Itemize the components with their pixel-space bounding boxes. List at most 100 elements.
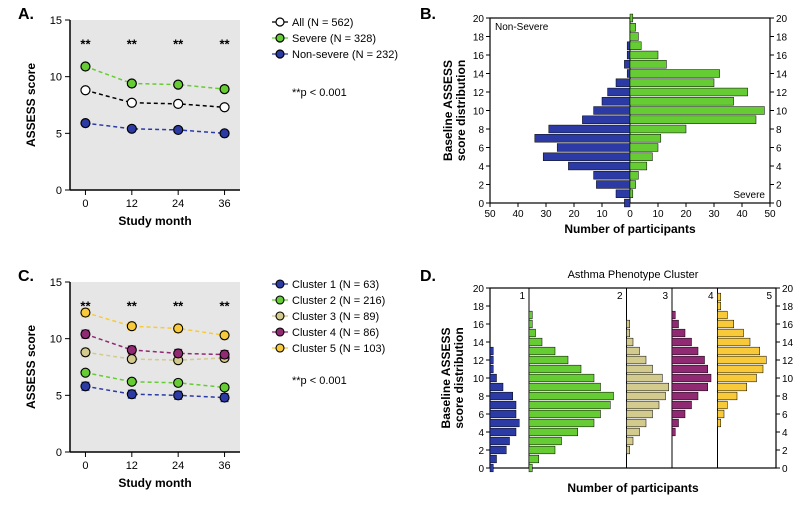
svg-text:5: 5 [56, 390, 62, 402]
svg-text:8: 8 [776, 125, 782, 136]
svg-text:Study month: Study month [118, 214, 191, 228]
svg-text:20: 20 [776, 14, 788, 25]
svg-text:0: 0 [478, 464, 484, 475]
svg-text:14: 14 [473, 70, 485, 81]
svg-text:0: 0 [776, 199, 782, 210]
svg-text:12: 12 [473, 88, 485, 99]
svg-text:2: 2 [776, 181, 782, 192]
svg-text:Cluster 2 (N = 216): Cluster 2 (N = 216) [292, 295, 385, 307]
svg-text:12: 12 [126, 460, 138, 472]
svg-text:24: 24 [172, 198, 184, 210]
svg-text:Severe: Severe [733, 190, 765, 201]
svg-text:20: 20 [473, 14, 485, 25]
svg-text:2: 2 [478, 446, 484, 457]
svg-text:**: ** [127, 299, 138, 314]
svg-text:8: 8 [478, 125, 484, 136]
svg-text:All (N = 562): All (N = 562) [292, 17, 353, 29]
svg-text:Cluster 3 (N = 89): Cluster 3 (N = 89) [292, 311, 379, 323]
svg-text:**p < 0.001: **p < 0.001 [292, 375, 347, 387]
svg-text:3: 3 [662, 291, 668, 302]
svg-text:20: 20 [473, 284, 485, 295]
svg-text:12: 12 [782, 356, 793, 367]
svg-text:2: 2 [478, 181, 484, 192]
svg-text:6: 6 [478, 410, 484, 421]
svg-text:16: 16 [782, 320, 793, 331]
svg-text:12: 12 [776, 88, 788, 99]
svg-text:50: 50 [764, 209, 776, 220]
svg-text:Baseline ASSESS: Baseline ASSESS [439, 328, 453, 429]
svg-text:Baseline ASSESS: Baseline ASSESS [441, 60, 455, 161]
svg-text:50: 50 [484, 209, 496, 220]
svg-text:**: ** [127, 37, 138, 52]
svg-text:**: ** [80, 299, 91, 314]
svg-text:40: 40 [512, 209, 524, 220]
svg-text:score distribution: score distribution [454, 60, 468, 161]
svg-text:18: 18 [776, 33, 788, 44]
svg-text:4: 4 [478, 428, 484, 439]
svg-text:16: 16 [473, 51, 485, 62]
svg-text:10: 10 [652, 209, 664, 220]
svg-text:12: 12 [126, 198, 138, 210]
svg-text:**: ** [219, 37, 230, 52]
svg-text:Non-Severe: Non-Severe [495, 22, 549, 33]
svg-text:30: 30 [540, 209, 552, 220]
svg-text:18: 18 [473, 33, 485, 44]
svg-text:**: ** [219, 299, 230, 314]
svg-text:4: 4 [478, 162, 484, 173]
svg-text:10: 10 [473, 374, 485, 385]
svg-text:20: 20 [568, 209, 580, 220]
svg-text:0: 0 [627, 209, 633, 220]
svg-text:Asthma Phenotype Cluster: Asthma Phenotype Cluster [568, 269, 699, 281]
svg-text:Cluster 1 (N = 63): Cluster 1 (N = 63) [292, 279, 379, 291]
svg-text:8: 8 [478, 392, 484, 403]
svg-text:24: 24 [172, 460, 184, 472]
svg-text:0: 0 [782, 464, 788, 475]
svg-text:10: 10 [782, 374, 793, 385]
svg-text:20: 20 [782, 284, 793, 295]
svg-text:6: 6 [478, 144, 484, 155]
svg-text:10: 10 [50, 334, 62, 346]
svg-text:4: 4 [782, 428, 788, 439]
svg-text:**: ** [173, 37, 184, 52]
svg-text:20: 20 [680, 209, 692, 220]
svg-text:30: 30 [708, 209, 720, 220]
svg-text:36: 36 [218, 198, 230, 210]
svg-text:14: 14 [776, 70, 788, 81]
svg-text:Study month: Study month [118, 476, 191, 490]
svg-text:0: 0 [82, 198, 88, 210]
svg-text:14: 14 [782, 338, 793, 349]
svg-text:ASSESS score: ASSESS score [24, 325, 38, 409]
svg-text:10: 10 [473, 107, 485, 118]
svg-text:15: 15 [50, 15, 62, 27]
svg-text:Number of participants: Number of participants [567, 481, 699, 495]
svg-text:0: 0 [82, 460, 88, 472]
svg-text:Non-severe (N = 232): Non-severe (N = 232) [292, 49, 398, 61]
svg-text:score distribution: score distribution [452, 327, 466, 428]
svg-text:0: 0 [56, 185, 62, 197]
svg-text:8: 8 [782, 392, 788, 403]
svg-text:10: 10 [776, 107, 788, 118]
svg-text:5: 5 [766, 291, 772, 302]
figure-stage: A.0122436051015Study monthASSESS score**… [0, 0, 800, 527]
svg-text:4: 4 [776, 162, 782, 173]
svg-text:Severe (N = 328): Severe (N = 328) [292, 33, 376, 45]
svg-text:2: 2 [782, 446, 788, 457]
svg-text:4: 4 [708, 291, 714, 302]
svg-text:18: 18 [473, 302, 485, 313]
svg-text:**: ** [80, 37, 91, 52]
svg-text:10: 10 [50, 72, 62, 84]
svg-text:15: 15 [50, 277, 62, 289]
svg-text:6: 6 [782, 410, 788, 421]
svg-text:Cluster 4 (N = 86): Cluster 4 (N = 86) [292, 327, 379, 339]
svg-text:**p < 0.001: **p < 0.001 [292, 87, 347, 99]
svg-text:16: 16 [473, 320, 485, 331]
svg-text:40: 40 [736, 209, 748, 220]
svg-text:Cluster 5 (N = 103): Cluster 5 (N = 103) [292, 343, 385, 355]
svg-text:**: ** [173, 299, 184, 314]
svg-text:5: 5 [56, 128, 62, 140]
svg-text:0: 0 [56, 447, 62, 459]
svg-text:2: 2 [617, 291, 623, 302]
svg-text:6: 6 [776, 144, 782, 155]
svg-text:36: 36 [218, 460, 230, 472]
svg-text:14: 14 [473, 338, 485, 349]
